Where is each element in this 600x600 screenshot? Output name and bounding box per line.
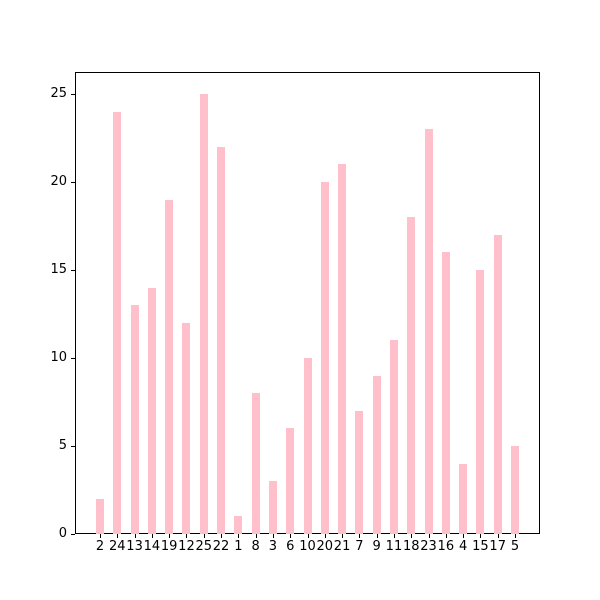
x-tick-label: 16 (437, 539, 455, 554)
x-tick-label: 14 (143, 539, 161, 554)
y-tick-label: 15 (50, 262, 67, 277)
x-tick-mark (376, 534, 378, 538)
x-tick-label: 9 (372, 539, 381, 554)
bar (303, 358, 312, 534)
y-tick-label: 25 (50, 86, 67, 101)
x-tick-label: 7 (355, 539, 364, 554)
x-tick-mark (342, 534, 344, 538)
x-tick-label: 10 (299, 539, 316, 554)
bar (217, 146, 226, 534)
x-tick-mark (255, 534, 257, 538)
x-tick-label: 5 (510, 539, 520, 554)
bar (147, 287, 156, 534)
x-tick-mark (238, 534, 240, 538)
x-tick-label: 11 (385, 539, 403, 554)
x-tick-label: 19 (160, 539, 178, 554)
x-tick-mark (169, 534, 171, 538)
bar (320, 182, 329, 534)
x-tick-label: 24 (109, 539, 126, 554)
bar (355, 410, 364, 534)
x-tick-mark (515, 534, 516, 538)
x-tick-label: 25 (195, 539, 213, 554)
y-tick-mark (71, 270, 75, 271)
x-tick-mark (497, 534, 499, 538)
bar (113, 111, 122, 534)
bar (286, 428, 295, 534)
x-tick-mark (272, 534, 274, 538)
x-tick-mark (134, 534, 136, 538)
x-tick-label: 20 (316, 539, 334, 554)
bar (476, 270, 485, 534)
bar (130, 305, 139, 534)
bar (424, 129, 433, 534)
x-tick-mark (324, 534, 326, 538)
y-tick-mark (71, 182, 75, 183)
x-tick-mark (221, 534, 223, 538)
bar (372, 375, 381, 534)
x-tick-label: 23 (420, 539, 437, 554)
y-tick-mark (71, 534, 75, 535)
y-tick-label: 10 (50, 350, 67, 365)
x-tick-label: 4 (458, 539, 468, 554)
bar (182, 322, 191, 534)
x-tick-mark (359, 534, 361, 538)
bar (165, 199, 174, 534)
x-tick-label: 8 (251, 539, 260, 554)
x-tick-mark (393, 534, 395, 538)
y-tick-mark (71, 446, 75, 447)
x-tick-label: 21 (333, 539, 351, 554)
y-tick-label: 20 (50, 174, 67, 189)
bar (251, 393, 260, 534)
x-tick-mark (186, 534, 188, 538)
x-tick-mark (445, 534, 447, 538)
bar (199, 94, 208, 534)
bar (234, 516, 243, 534)
x-tick-mark (463, 534, 465, 538)
x-tick-label: 15 (472, 539, 489, 554)
bar (511, 446, 519, 534)
bar (338, 164, 347, 534)
bar (459, 463, 468, 534)
x-tick-label: 6 (286, 539, 295, 554)
x-tick-mark (100, 534, 101, 538)
x-tick-label: 13 (126, 539, 143, 554)
x-tick-mark (307, 534, 309, 538)
x-tick-mark (151, 534, 153, 538)
x-tick-label: 1 (234, 539, 243, 554)
x-tick-label: 3 (268, 539, 278, 554)
x-tick-mark (290, 534, 292, 538)
x-tick-mark (428, 534, 430, 538)
x-tick-label: 18 (402, 539, 420, 554)
x-tick-label: 2 (95, 539, 105, 554)
bar (268, 481, 277, 534)
x-tick-mark (117, 534, 119, 538)
bar (96, 498, 104, 534)
y-tick-label: 0 (58, 526, 67, 541)
y-tick-mark (71, 358, 75, 359)
x-tick-mark (203, 534, 205, 538)
x-tick-label: 22 (212, 539, 230, 554)
x-tick-label: 17 (489, 539, 506, 554)
x-tick-mark (480, 534, 482, 538)
x-tick-label: 12 (178, 539, 195, 554)
bar (389, 340, 398, 534)
x-tick-mark (411, 534, 413, 538)
bar (493, 234, 502, 534)
bar (407, 217, 416, 534)
bar (441, 252, 450, 534)
y-tick-mark (71, 94, 75, 95)
y-tick-label: 5 (58, 438, 67, 453)
